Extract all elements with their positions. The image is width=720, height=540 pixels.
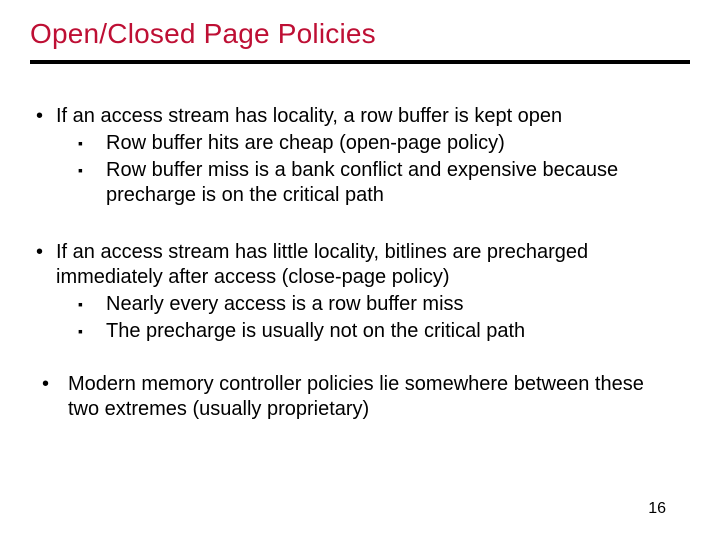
subbullet-text: The precharge is usually not on the crit… <box>106 319 525 344</box>
subbullet-text: Row buffer miss is a bank conflict and e… <box>106 158 680 208</box>
square-bullet-icon: ▪ <box>78 292 106 317</box>
bullet-text: If an access stream has locality, a row … <box>56 104 562 129</box>
bullet-level2: ▪ Nearly every access is a row buffer mi… <box>78 292 680 317</box>
square-bullet-icon: ▪ <box>78 319 106 344</box>
slide: Open/Closed Page Policies • If an access… <box>0 0 720 540</box>
spacer <box>36 346 680 372</box>
slide-content: • If an access stream has locality, a ro… <box>30 104 690 422</box>
title-rule <box>30 60 690 64</box>
bullet-level1: • If an access stream has locality, a ro… <box>36 104 680 129</box>
bullet-level2: ▪ Row buffer miss is a bank conflict and… <box>78 158 680 208</box>
slide-title: Open/Closed Page Policies <box>30 18 690 50</box>
bullet-text: If an access stream has little locality,… <box>56 240 680 290</box>
bullet-level1: • If an access stream has little localit… <box>36 240 680 290</box>
dot-bullet-icon: • <box>36 240 56 290</box>
subbullet-text: Row buffer hits are cheap (open-page pol… <box>106 131 505 156</box>
subbullet-text: Nearly every access is a row buffer miss <box>106 292 464 317</box>
page-number: 16 <box>648 500 666 518</box>
square-bullet-icon: ▪ <box>78 158 106 208</box>
spacer <box>36 210 680 240</box>
dot-bullet-icon: • <box>42 372 68 422</box>
bullet-text: Modern memory controller policies lie so… <box>68 372 680 422</box>
bullet-level2: ▪ Row buffer hits are cheap (open-page p… <box>78 131 680 156</box>
square-bullet-icon: ▪ <box>78 131 106 156</box>
dot-bullet-icon: • <box>36 104 56 129</box>
bullet-level1: • Modern memory controller policies lie … <box>36 372 680 422</box>
bullet-level2: ▪ The precharge is usually not on the cr… <box>78 319 680 344</box>
